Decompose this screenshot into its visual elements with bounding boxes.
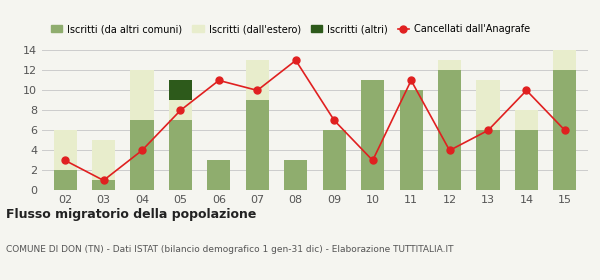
Bar <box>515 130 538 190</box>
Bar <box>169 120 192 190</box>
Bar <box>438 60 461 70</box>
Legend: Iscritti (da altri comuni), Iscritti (dall'estero), Iscritti (altri), Cancellati: Iscritti (da altri comuni), Iscritti (da… <box>47 20 534 38</box>
Bar <box>208 160 230 190</box>
Bar <box>553 50 577 70</box>
Bar <box>361 80 384 190</box>
Text: Flusso migratorio della popolazione: Flusso migratorio della popolazione <box>6 208 256 221</box>
Bar <box>53 171 77 190</box>
Bar <box>476 130 500 190</box>
Bar <box>400 90 422 190</box>
Bar <box>438 70 461 190</box>
Bar <box>169 101 192 120</box>
Bar <box>53 130 77 171</box>
Bar <box>130 120 154 190</box>
Text: COMUNE DI DON (TN) - Dati ISTAT (bilancio demografico 1 gen-31 dic) - Elaborazio: COMUNE DI DON (TN) - Dati ISTAT (bilanci… <box>6 245 454 254</box>
Bar <box>284 160 307 190</box>
Bar <box>246 60 269 101</box>
Bar <box>246 101 269 190</box>
Bar <box>476 80 500 130</box>
Bar <box>92 180 115 190</box>
Bar <box>323 130 346 190</box>
Bar <box>169 80 192 101</box>
Bar <box>130 70 154 120</box>
Bar <box>553 70 577 190</box>
Bar <box>92 140 115 180</box>
Bar <box>515 110 538 130</box>
